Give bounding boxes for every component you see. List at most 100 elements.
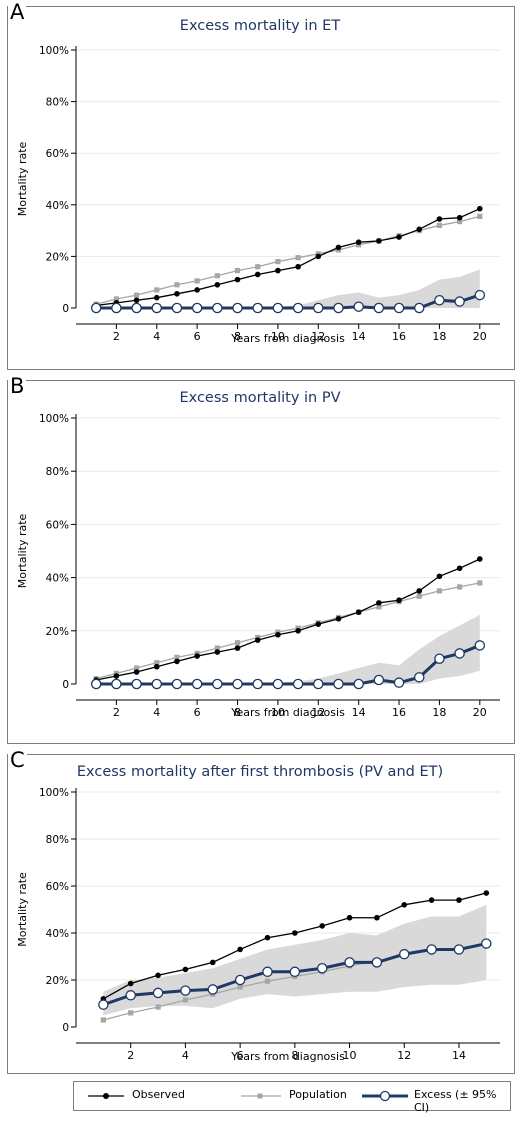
population-point	[295, 255, 301, 261]
population-point	[133, 665, 140, 671]
excess-point	[344, 957, 355, 968]
observed-point	[153, 663, 160, 670]
x-tick-label: 18	[432, 706, 446, 719]
x-tick-label: 4	[153, 330, 160, 343]
observed-point	[315, 253, 322, 260]
x-tick-label: 4	[153, 706, 160, 719]
y-tick-label: 0	[62, 679, 69, 691]
panel-c: C Excess mortality after first thrombosi…	[0, 748, 520, 1074]
x-tick-label: 8	[234, 330, 241, 343]
population-point	[214, 273, 220, 279]
observed-point	[194, 287, 200, 293]
observed-point	[153, 294, 160, 301]
excess-point	[371, 957, 383, 968]
observed-point	[376, 238, 382, 244]
y-tick-label: 80%	[46, 466, 69, 478]
excess-point	[212, 302, 223, 314]
excess-point	[413, 302, 425, 314]
population-point	[457, 218, 463, 225]
x-tick-label: 14	[452, 1049, 466, 1062]
legend: Observed Population Excess (± 95% CI)	[73, 1081, 511, 1114]
x-tick-label: 12	[397, 1049, 411, 1062]
observed-point	[456, 897, 462, 903]
excess-point	[90, 678, 102, 690]
population-point	[477, 580, 483, 586]
x-tick-label: 14	[352, 706, 366, 719]
population-point	[133, 292, 140, 298]
x-tick-label: 16	[392, 706, 406, 719]
y-tick-label: 60%	[46, 148, 69, 160]
panel-c-letter: C	[8, 748, 27, 772]
excess-point	[90, 302, 102, 314]
observed-point	[315, 621, 322, 627]
ci-band	[103, 904, 487, 1016]
observed-point	[254, 637, 261, 643]
observed-point	[237, 946, 243, 953]
x-tick-label: 8	[234, 706, 241, 719]
x-tick-label: 18	[432, 330, 446, 343]
observed-point	[416, 226, 423, 233]
observed-point	[335, 244, 342, 251]
population-point	[436, 222, 443, 229]
excess-point	[152, 987, 164, 999]
population-point	[214, 645, 220, 651]
x-tick-label: 12	[311, 706, 325, 719]
panel-c-title: Excess mortality after first thrombosis …	[76, 764, 444, 780]
observed-point	[477, 205, 483, 212]
excess-point	[393, 677, 405, 688]
population-point	[264, 978, 271, 984]
population-point	[436, 588, 443, 594]
population-point	[416, 593, 422, 599]
population-point	[275, 258, 281, 265]
excess-point	[232, 302, 243, 314]
excess-point	[252, 678, 263, 690]
panel-b: B Excess mortality in PV 0 20% 40% 60% 80% 10…	[0, 374, 520, 744]
y-tick-label: 40%	[46, 928, 69, 940]
population-point	[113, 296, 119, 302]
population-point	[237, 984, 243, 990]
observed-point	[295, 628, 301, 634]
excess-point	[313, 302, 324, 314]
observed-point	[133, 669, 140, 675]
excess-point	[151, 302, 163, 314]
observed-point	[376, 600, 382, 606]
excess-point	[434, 653, 445, 664]
population-point	[154, 660, 160, 666]
x-tick-label: 6	[194, 706, 201, 719]
x-tick-label: 12	[311, 330, 325, 343]
population-point	[174, 282, 180, 288]
excess-point	[353, 301, 364, 312]
excess-point	[232, 678, 243, 690]
x-tick-label: 14	[352, 330, 366, 343]
excess-point	[426, 944, 437, 955]
x-tick-label: 20	[473, 330, 487, 343]
excess-point	[474, 289, 486, 301]
x-axis-label: Years from diagnosis	[230, 332, 345, 345]
y-tick-label: 60%	[46, 881, 69, 893]
excess-point	[272, 302, 284, 314]
observed-point	[456, 214, 463, 221]
panel-b-title: Excess mortality in PV	[179, 390, 341, 406]
excess-point	[111, 302, 122, 314]
excess-point	[289, 966, 301, 978]
observed-point	[234, 645, 241, 651]
chart-c: 0 20% 40% 60% 80% 100% 2 4 6 8 10 12 14 Years from di…	[16, 787, 500, 1063]
observed-point	[477, 556, 483, 562]
panel-c-frame	[7, 754, 515, 1074]
population-point	[234, 267, 241, 274]
excess-point	[353, 678, 364, 690]
legend-excess-swatch	[362, 1090, 408, 1102]
observed-point	[346, 914, 353, 921]
y-tick-label: 20%	[46, 251, 69, 263]
observed-point	[234, 276, 241, 283]
y-tick-label: 100%	[39, 787, 69, 799]
observed-point	[254, 271, 261, 278]
excess-point	[234, 974, 246, 986]
observed-point	[416, 588, 423, 594]
y-tick-label: 0	[62, 1022, 69, 1034]
observed-point	[174, 658, 180, 665]
observed-point	[355, 239, 362, 246]
observed-point	[174, 291, 180, 297]
excess-point	[316, 962, 328, 974]
observed-point	[113, 673, 120, 679]
